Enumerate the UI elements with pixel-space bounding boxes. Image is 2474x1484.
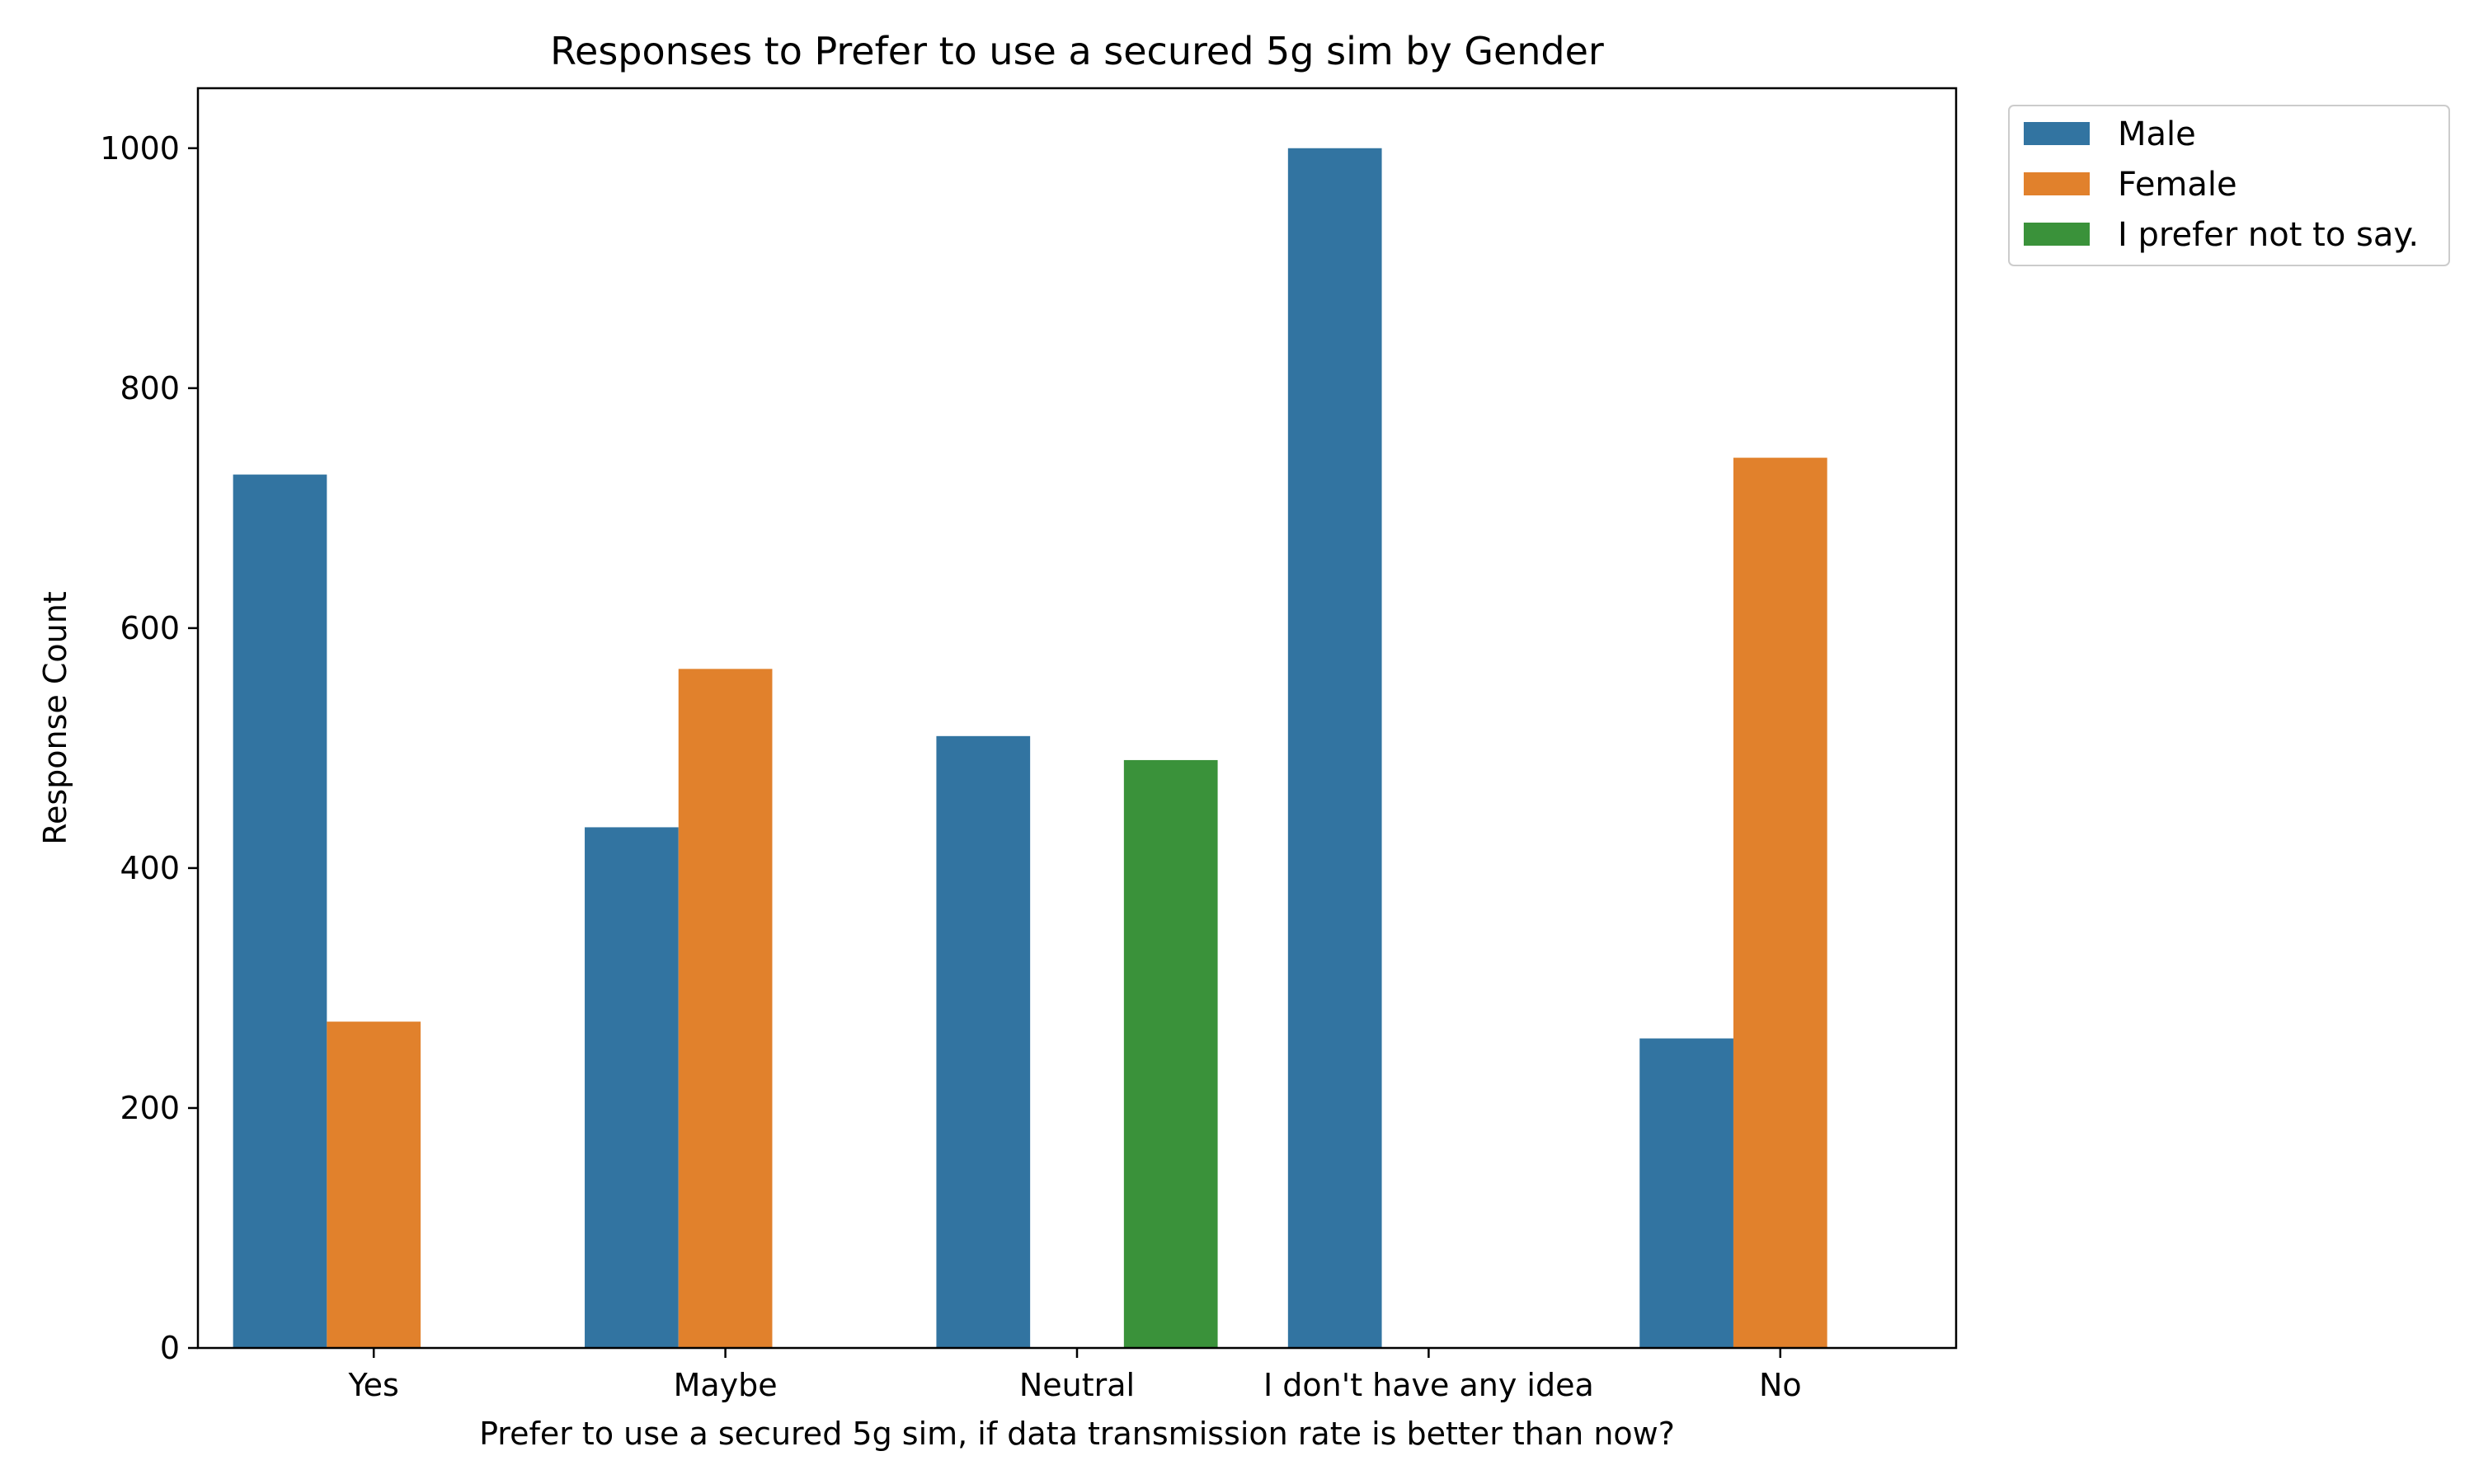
bar-male-maybe — [585, 827, 679, 1348]
y-tick-label-1000: 1000 — [100, 130, 180, 167]
legend-swatch-i-prefer-not-to-say — [2024, 223, 2090, 246]
x-tick-label-yes: Yes — [348, 1367, 399, 1403]
x-tick-label-no: No — [1759, 1367, 1802, 1403]
bar-female-yes — [327, 1021, 421, 1348]
y-tick-label-600: 600 — [120, 610, 180, 646]
legend-label-female: Female — [2118, 166, 2237, 204]
legend-items: Male Female I prefer not to say. — [2024, 115, 2419, 254]
legend-box — [2008, 105, 2450, 266]
plot-frame — [196, 87, 1958, 1350]
x-tick-label-maybe: Maybe — [674, 1367, 778, 1403]
bar-i-prefer-not-to-say-neutral — [1123, 759, 1218, 1348]
x-tick-label-i-don-t-have-any-idea: I don't have any idea — [1263, 1367, 1594, 1403]
x-axis: Yes Maybe Neutral I don't have any idea No — [348, 1348, 1802, 1403]
legend-swatch-male — [2024, 122, 2090, 145]
y-tick-label-400: 400 — [120, 850, 180, 886]
chart-title: Responses to Prefer to use a secured 5g … — [550, 29, 1604, 73]
y-tick-label-200: 200 — [120, 1090, 180, 1126]
bar-female-maybe — [678, 669, 773, 1348]
legend-swatch-female — [2024, 172, 2090, 195]
y-tick-label-800: 800 — [120, 370, 180, 406]
x-tick-label-neutral: Neutral — [1019, 1367, 1135, 1403]
y-tick-label-0: 0 — [160, 1330, 180, 1366]
bar-male-yes — [233, 474, 327, 1348]
bar-male-no — [1639, 1038, 1733, 1348]
bar-male-i-don-t-have-any-idea — [1287, 148, 1382, 1348]
x-axis-label: Prefer to use a secured 5g sim, if data … — [479, 1416, 1675, 1452]
legend: Male Female I prefer not to say. — [2008, 105, 2450, 266]
y-axis-label: Response Count — [37, 591, 73, 844]
bar-female-no — [1733, 458, 1827, 1349]
bars-layer — [233, 148, 1827, 1349]
bar-male-neutral — [936, 735, 1031, 1348]
legend-label-i-prefer-not-to-say: I prefer not to say. — [2118, 216, 2419, 254]
y-axis: 0 200 400 600 800 1000 — [100, 130, 198, 1366]
legend-label-male: Male — [2118, 115, 2196, 153]
